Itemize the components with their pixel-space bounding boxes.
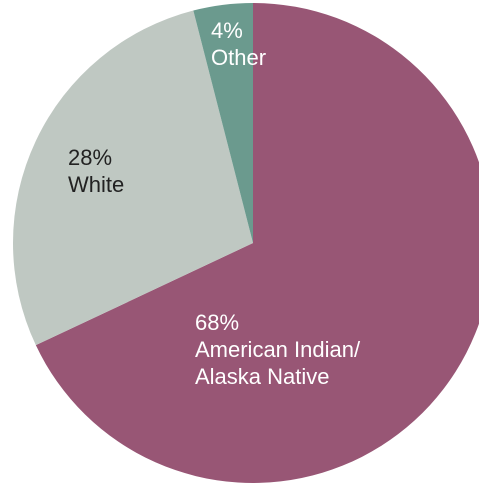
pie-slice-white [12,10,254,346]
slice-category-label: Alaska Native [195,364,330,389]
slice-category-label: White [68,172,124,197]
slice-value-label: 4% [211,18,243,43]
slice-value-label: 28% [68,145,112,170]
slice-value-label: 68% [195,310,239,335]
pie-slice-american-indian-alaska-native [35,3,479,483]
slice-category-label: Other [211,45,266,70]
slice-label-group: 68%American Indian/Alaska Native [195,310,361,389]
pie-slice-other [193,3,253,243]
slice-category-label: American Indian/ [195,337,361,362]
slice-label-group: 4%Other [211,18,266,70]
slice-label-group: 28%White [68,145,124,197]
